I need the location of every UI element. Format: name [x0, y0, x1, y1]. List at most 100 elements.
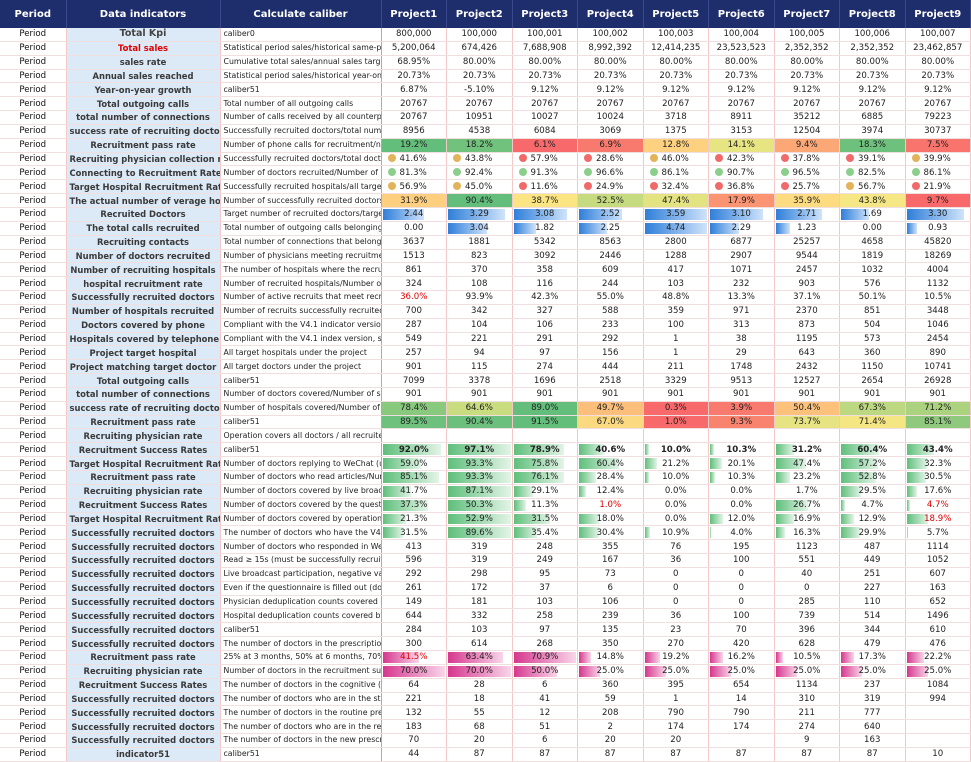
value-cell: 643: [774, 345, 840, 361]
indicator-cell: Successfully recruited doctors: [66, 567, 221, 582]
value-text: 9.12%: [662, 84, 690, 95]
value-cell: 59: [577, 692, 644, 707]
header-project2[interactable]: Project2: [446, 0, 513, 28]
data-bar: [579, 651, 591, 663]
value-cell: 20767: [512, 96, 578, 112]
value-cell: 46.0%: [643, 152, 709, 167]
period-cell: Period: [0, 138, 67, 153]
data-bar: [775, 651, 784, 663]
data-bar: [841, 208, 870, 220]
period-cell: Period: [0, 165, 67, 181]
value-cell: 0.0%: [643, 484, 709, 499]
value-cell: 3378: [446, 373, 513, 388]
value-cell: 80.00%: [577, 55, 644, 70]
caliber-cell: Target number of recruited doctors/targe…: [220, 207, 382, 222]
value-cell: 12.8%: [643, 138, 709, 153]
caliber-cell: Number of doctors who read articles/Numb…: [220, 470, 382, 485]
value-cell: 1134: [774, 678, 840, 693]
value-cell: 227: [839, 581, 906, 596]
data-bar: [841, 651, 855, 663]
header-project7[interactable]: Project7: [774, 0, 840, 28]
caliber-cell: All target doctors under the project: [220, 359, 382, 375]
value-cell: 4.74: [643, 221, 709, 236]
period-cell: Period: [0, 41, 67, 56]
table-row: Period Recruitment pass rate Number of pho…: [0, 138, 971, 153]
value-cell: 274: [774, 719, 840, 735]
data-bar: [644, 444, 649, 456]
value-cell: 6.9%: [577, 138, 644, 153]
value-text: 85.1%: [924, 417, 952, 428]
period-cell: Period: [0, 567, 67, 582]
value-cell: 86.1%: [905, 165, 971, 181]
value-cell: 1819: [839, 249, 906, 264]
value-cell: 183: [381, 719, 447, 735]
value-cell: 100,000: [446, 28, 513, 42]
value-text: 3.9%: [730, 403, 753, 414]
value-text: 17.9%: [727, 195, 755, 206]
value-cell: 89.0%: [512, 401, 578, 416]
table-row: Period Successfully recruited doctors Numb…: [0, 539, 971, 555]
indicator-cell: hospital recruitment rate: [66, 276, 221, 292]
data-bar: [710, 208, 764, 220]
value-text: 35212: [793, 112, 821, 123]
value-text: 901: [929, 389, 946, 400]
value-cell: 31.9%: [381, 193, 447, 208]
period-cell: Period: [0, 595, 67, 610]
header-project8[interactable]: Project8: [839, 0, 906, 28]
value-text: 20: [670, 735, 682, 746]
value-cell: 29: [708, 345, 775, 361]
table-row: Period Successfully recruited doctors The …: [0, 705, 971, 721]
value-text: 14: [735, 693, 747, 704]
value-text: 417: [667, 264, 684, 275]
caliber-cell: Number of phone calls for recruitment/nu…: [220, 138, 382, 153]
data-bar: [382, 499, 429, 511]
caliber-cell: caliber51: [220, 442, 382, 458]
header-period[interactable]: Period: [0, 0, 67, 28]
value-cell: 41.6%: [381, 152, 447, 167]
value-text: 444: [602, 361, 619, 372]
status-dot-icon: [715, 181, 723, 190]
value-cell: 100: [643, 318, 709, 333]
value-cell: 32.4%: [643, 179, 709, 195]
period-cell: Period: [0, 401, 67, 416]
data-bar: [841, 499, 845, 511]
value-text: 42.3%: [531, 292, 559, 303]
data-bar: [775, 444, 795, 456]
value-text: 1696: [533, 375, 556, 386]
header-calculate-caliber[interactable]: Calculate caliber: [220, 0, 382, 28]
caliber-cell: Total number of connections that belong …: [220, 235, 382, 250]
value-cell: 310: [774, 692, 840, 707]
period-cell: Period: [0, 692, 67, 707]
caliber-cell: Number of doctors recruited/Number of re…: [220, 165, 382, 181]
caliber-cell: The number of doctors in the routine pre…: [220, 705, 382, 721]
value-cell: 4538: [446, 124, 513, 139]
value-text: 115: [471, 361, 488, 372]
period-cell: Period: [0, 152, 67, 167]
value-text: 174: [667, 721, 684, 732]
value-cell: 1071: [708, 262, 775, 278]
header-project4[interactable]: Project4: [577, 0, 644, 28]
header-data-indicators[interactable]: Data indicators: [66, 0, 221, 28]
header-project9[interactable]: Project9: [905, 0, 971, 28]
period-cell: Period: [0, 664, 67, 679]
value-text: 20.73%: [724, 70, 758, 81]
value-text: 52.9%: [465, 513, 493, 524]
value-text: 9513: [730, 375, 753, 386]
value-cell: 285: [774, 595, 840, 610]
header-project1[interactable]: Project1: [381, 0, 447, 28]
value-text: 46.0%: [661, 154, 689, 165]
indicator-cell: total number of connections: [66, 110, 221, 125]
header-project5[interactable]: Project5: [643, 0, 709, 28]
data-bar: [906, 458, 928, 469]
value-text: 3329: [664, 375, 687, 386]
value-text: 901: [733, 389, 750, 400]
data-bar: [382, 513, 407, 525]
value-text: 0.0%: [664, 500, 687, 511]
value-cell: 268: [512, 636, 578, 651]
header-project6[interactable]: Project6: [708, 0, 775, 28]
header-project3[interactable]: Project3: [512, 0, 578, 28]
data-bar: [448, 472, 511, 483]
value-cell: 12,414,235: [643, 41, 709, 56]
caliber-cell: Operation covers all doctors / all recru…: [220, 428, 382, 444]
